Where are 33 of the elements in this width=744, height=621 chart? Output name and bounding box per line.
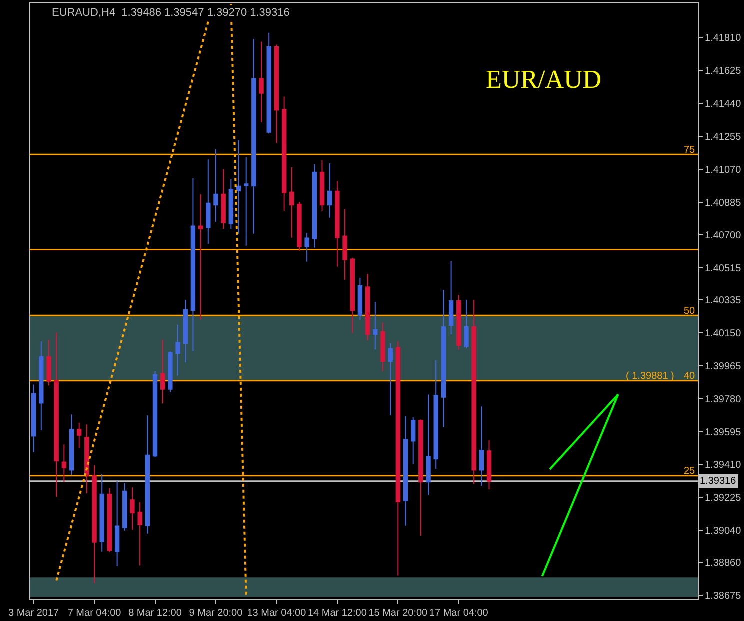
- ref-line-label: 1.39316: [700, 476, 737, 487]
- annotation: 50: [684, 306, 696, 317]
- x-tick-label: 14 Mar 12:00: [308, 608, 368, 619]
- y-tick-label: 1.38860: [705, 558, 742, 570]
- y-tick-label: 1.41440: [705, 99, 742, 110]
- annotation: 40: [684, 371, 696, 382]
- y-tick-label: 1.39965: [705, 361, 742, 372]
- y-tick-label: 1.39040: [705, 526, 742, 537]
- x-tick-label: 9 Mar 20:00: [189, 608, 244, 619]
- x-tick-label: 8 Mar 12:00: [128, 608, 182, 619]
- x-tick-label: 7 Mar 04:00: [68, 608, 122, 619]
- y-tick-label: 1.39225: [705, 493, 742, 504]
- y-tick-label: 1.39410: [705, 460, 742, 472]
- x-tick-label: 3 Mar 2017: [8, 608, 60, 619]
- x-tick-label: 13 Mar 04:00: [247, 608, 307, 619]
- chart-title: EURAUD,H4 1.39486 1.39547 1.39270 1.39316: [52, 7, 290, 19]
- y-tick-label: 1.41810: [705, 33, 742, 44]
- y-tick-label: 1.40335: [705, 296, 742, 307]
- y-tick-label: 1.38675: [705, 590, 742, 602]
- y-tick-label: 1.39780: [705, 394, 742, 406]
- annotation: EUR/AUD: [486, 65, 602, 94]
- y-tick-label: 1.40885: [705, 198, 742, 209]
- x-tick-label: 15 Mar 20:00: [368, 608, 428, 619]
- y-tick-label: 1.40700: [705, 230, 742, 242]
- y-tick-label: 1.40515: [705, 264, 742, 275]
- y-tick-label: 1.41625: [705, 66, 742, 78]
- y-tick-label: 1.41255: [705, 132, 742, 143]
- y-tick-label: 1.41070: [705, 164, 742, 176]
- y-tick-label: 1.39595: [705, 427, 742, 438]
- annotation: 25: [684, 466, 696, 477]
- y-tick-label: 1.40150: [705, 328, 742, 340]
- x-tick-label: 17 Mar 04:00: [429, 608, 489, 619]
- annotation: 75: [684, 145, 696, 156]
